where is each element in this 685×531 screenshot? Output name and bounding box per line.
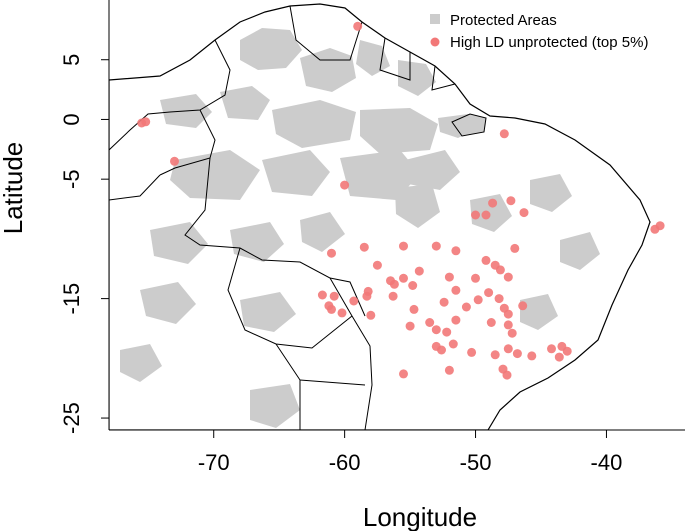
data-point-44 xyxy=(409,304,419,314)
data-point-32 xyxy=(484,288,494,298)
data-point-28 xyxy=(471,273,480,283)
legend: Protected Areas High LD unprotected (top… xyxy=(430,12,648,51)
data-point-39 xyxy=(388,291,398,301)
data-point-43 xyxy=(366,310,376,320)
data-point-9 xyxy=(488,198,498,208)
data-point-26 xyxy=(408,281,418,290)
data-point-3 xyxy=(170,156,179,166)
data-point-19 xyxy=(481,255,491,265)
high-ld-points xyxy=(137,21,665,380)
data-point-42 xyxy=(337,308,347,318)
data-point-53 xyxy=(425,318,435,327)
axes: -70 -60 -50 -40 5 0 -5 -15 -25 xyxy=(59,54,622,475)
data-point-74 xyxy=(502,370,512,380)
data-point-13 xyxy=(327,248,336,258)
x-tick-label-2: -50 xyxy=(460,450,492,475)
data-point-21 xyxy=(372,260,382,270)
data-point-5 xyxy=(499,129,509,139)
data-point-60 xyxy=(437,345,446,355)
data-point-10 xyxy=(471,210,480,220)
data-point-17 xyxy=(510,243,520,253)
data-point-54 xyxy=(431,325,441,335)
data-point-51 xyxy=(451,315,461,325)
data-point-69 xyxy=(562,346,572,356)
y-tick-label-1: 0 xyxy=(59,113,84,125)
data-point-71 xyxy=(399,369,408,379)
x-tick-label-1: -60 xyxy=(329,450,361,475)
y-tick-label-0: 5 xyxy=(59,54,84,66)
legend-label-unprotected: High LD unprotected (top 5%) xyxy=(450,34,648,51)
protected-areas xyxy=(120,28,600,428)
data-point-36 xyxy=(317,290,327,300)
data-point-58 xyxy=(507,328,517,338)
data-point-70 xyxy=(554,352,564,362)
x-axis-title: Longitude xyxy=(363,502,477,531)
data-point-27 xyxy=(444,272,454,282)
data-point-45 xyxy=(439,297,449,307)
data-point-12 xyxy=(519,208,529,218)
data-point-24 xyxy=(389,279,399,289)
x-tick-label-0: -70 xyxy=(198,450,230,475)
data-point-46 xyxy=(461,302,471,312)
data-point-50 xyxy=(518,301,528,311)
data-point-55 xyxy=(442,327,452,337)
data-point-72 xyxy=(444,365,454,375)
legend-marker-protected xyxy=(430,14,440,24)
data-point-63 xyxy=(490,350,500,360)
data-point-29 xyxy=(495,265,505,275)
data-point-8 xyxy=(506,196,516,206)
legend-label-protected: Protected Areas xyxy=(450,12,557,29)
data-point-47 xyxy=(473,295,483,305)
data-point-7 xyxy=(650,224,660,234)
data-point-35 xyxy=(362,291,372,301)
data-point-67 xyxy=(547,344,556,354)
data-point-25 xyxy=(399,273,408,283)
data-point-37 xyxy=(329,291,339,301)
data-point-31 xyxy=(451,285,461,295)
data-point-65 xyxy=(512,349,522,359)
data-point-18 xyxy=(451,246,461,256)
data-point-64 xyxy=(503,344,513,354)
country-borders xyxy=(109,5,456,430)
data-point-16 xyxy=(431,241,441,251)
data-point-49 xyxy=(503,309,513,319)
x-tick-label-3: -40 xyxy=(591,450,623,475)
y-tick-label-3: -15 xyxy=(59,283,84,315)
data-point-0 xyxy=(353,21,363,31)
data-point-62 xyxy=(467,347,477,357)
data-point-41 xyxy=(327,304,336,314)
y-axis-title: Latitude xyxy=(0,142,28,235)
data-point-11 xyxy=(481,210,491,220)
data-point-22 xyxy=(414,266,424,276)
marajo-island xyxy=(451,113,487,137)
data-point-56 xyxy=(486,318,496,327)
data-point-30 xyxy=(503,272,513,282)
y-tick-label-2: -5 xyxy=(59,169,84,189)
data-point-33 xyxy=(494,294,504,304)
data-point-4 xyxy=(340,180,350,190)
data-point-38 xyxy=(349,296,359,306)
data-point-52 xyxy=(405,321,415,331)
data-point-2 xyxy=(141,117,151,127)
data-point-61 xyxy=(448,339,458,349)
legend-marker-unprotected xyxy=(430,37,440,47)
data-point-57 xyxy=(503,320,513,330)
data-point-14 xyxy=(359,242,369,252)
y-tick-label-4: -25 xyxy=(59,402,84,434)
data-point-15 xyxy=(399,241,408,251)
data-point-66 xyxy=(527,351,537,361)
